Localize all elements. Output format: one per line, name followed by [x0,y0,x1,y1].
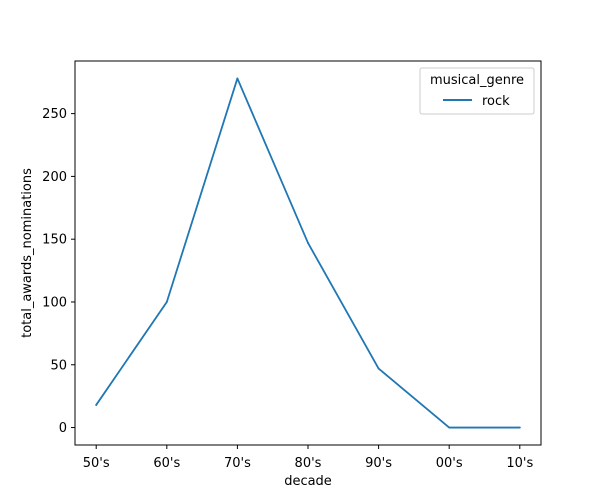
y-axis-label: total_awards_nominations [20,168,35,338]
x-axis-ticks: 50's 60's 70's 80's 90's 00's 10's [83,445,533,471]
data-point [307,242,309,244]
data-point [95,404,98,406]
x-tick-label: 50's [83,456,110,471]
legend-title: musical_genre [430,73,524,88]
y-tick-label: 250 [42,107,67,122]
x-axis-label: decade [284,474,332,489]
x-tick-label: 90's [365,456,392,471]
x-tick-label: 70's [224,456,251,471]
data-point [448,426,451,429]
legend: musical_genre rock [419,67,535,115]
y-tick-label: 100 [42,295,67,310]
data-point [236,77,239,80]
data-point [377,367,380,370]
y-tick-label: 200 [42,170,67,185]
legend-box [419,67,535,115]
axes: 50's 60's 70's 80's 90's 00's 10's 0 50 100 150 20… [20,60,542,489]
y-tick-label: 50 [50,358,67,373]
plot-area [95,77,521,429]
y-tick-label: 150 [42,233,67,248]
x-tick-label: 60's [153,456,180,471]
legend-label-rock: rock [482,94,510,109]
y-tick-label: 0 [59,421,67,436]
x-tick-label: 10's [506,456,533,471]
x-tick-label: 00's [436,456,463,471]
data-point [165,301,168,303]
data-point [518,426,521,429]
x-tick-label: 80's [295,456,322,471]
y-axis-ticks: 0 50 100 150 200 250 [42,107,75,436]
